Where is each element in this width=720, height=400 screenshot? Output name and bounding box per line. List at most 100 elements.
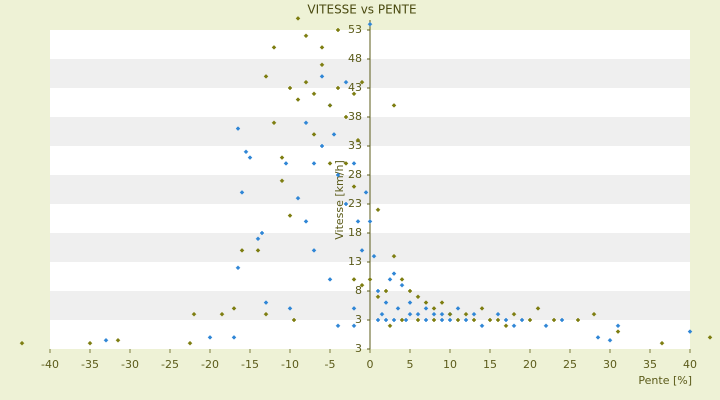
x-tick-label: -5 [325,358,336,371]
x-tick-label: 0 [367,358,374,371]
data-point [239,190,245,195]
data-point [407,300,413,305]
data-point [479,306,485,311]
data-point [355,219,361,224]
data-point [495,317,501,323]
data-point [303,120,309,126]
data-point [287,306,293,311]
data-point [259,230,265,236]
x-tick-label: 10 [443,358,457,371]
data-point [359,79,365,85]
data-point [231,335,237,340]
data-point [103,337,109,343]
x-tick-label: -35 [81,358,99,371]
data-point [19,340,25,346]
data-point [291,317,297,323]
data-point [327,161,333,166]
x-tick-label: -15 [241,358,259,371]
data-point [407,288,413,294]
data-point [255,248,261,253]
data-point [219,311,225,317]
chart-title: VITESSE vs PENTE [307,3,416,17]
data-point [407,311,413,317]
x-tick-label: 5 [407,358,414,371]
data-point [319,45,325,50]
data-point [295,195,301,201]
data-point [615,329,621,334]
data-point [395,306,401,311]
data-point [351,277,357,282]
y-tick-label: 33 [348,139,362,152]
data-point [495,311,501,317]
data-point [559,317,565,323]
data-point [383,288,389,294]
data-point [379,311,385,317]
data-point [287,85,293,91]
y-tick-label: 8 [355,284,362,297]
data-point [455,306,461,311]
data-point [191,311,197,317]
data-point [255,236,261,242]
x-tick-label: 15 [483,358,497,371]
data-point [391,317,397,323]
data-point [487,317,493,323]
data-point [707,335,713,340]
data-point [575,317,581,323]
data-point [423,306,429,311]
data-point [447,317,453,323]
data-point [247,155,253,160]
data-point [511,323,517,329]
data-point [271,45,277,50]
data-point [371,253,377,259]
data-point [503,317,509,323]
data-point [591,311,597,317]
data-point [207,335,213,340]
data-point [375,294,381,300]
data-point [399,317,405,323]
data-point [399,277,405,282]
data-point [351,184,357,189]
data-point [359,282,365,288]
data-point [595,335,601,340]
data-point [383,317,389,323]
x-tick-label: 25 [563,358,577,371]
data-point [431,317,437,323]
data-point [503,323,509,329]
data-point [243,149,249,155]
data-point [343,161,349,166]
data-point [187,340,193,346]
y-tick-label: 3 [355,313,362,326]
data-point [231,306,237,311]
data-point [423,317,429,323]
data-point [343,114,349,120]
data-point [387,323,393,329]
data-point [423,300,429,305]
data-point [439,300,445,305]
data-point [375,317,381,323]
data-point [295,16,301,21]
x-tick-label: 20 [523,358,537,371]
data-point [399,282,405,288]
data-point [351,323,357,329]
x-tick-label: -10 [281,358,299,371]
data-point [311,248,317,253]
data-point [263,74,269,79]
data-point [431,306,437,311]
data-point [471,317,477,323]
data-point [327,103,333,108]
data-point [115,337,121,343]
data-point [319,143,325,149]
data-point [543,323,549,329]
data-point [319,74,325,79]
data-point [311,132,317,137]
data-point [271,120,277,126]
data-point [327,277,333,282]
data-point [311,161,317,166]
data-point [391,253,397,259]
data-point [687,329,693,334]
data-point [439,317,445,323]
x-tick-label: -30 [121,358,139,371]
data-point [359,248,365,253]
data-point [391,103,397,108]
